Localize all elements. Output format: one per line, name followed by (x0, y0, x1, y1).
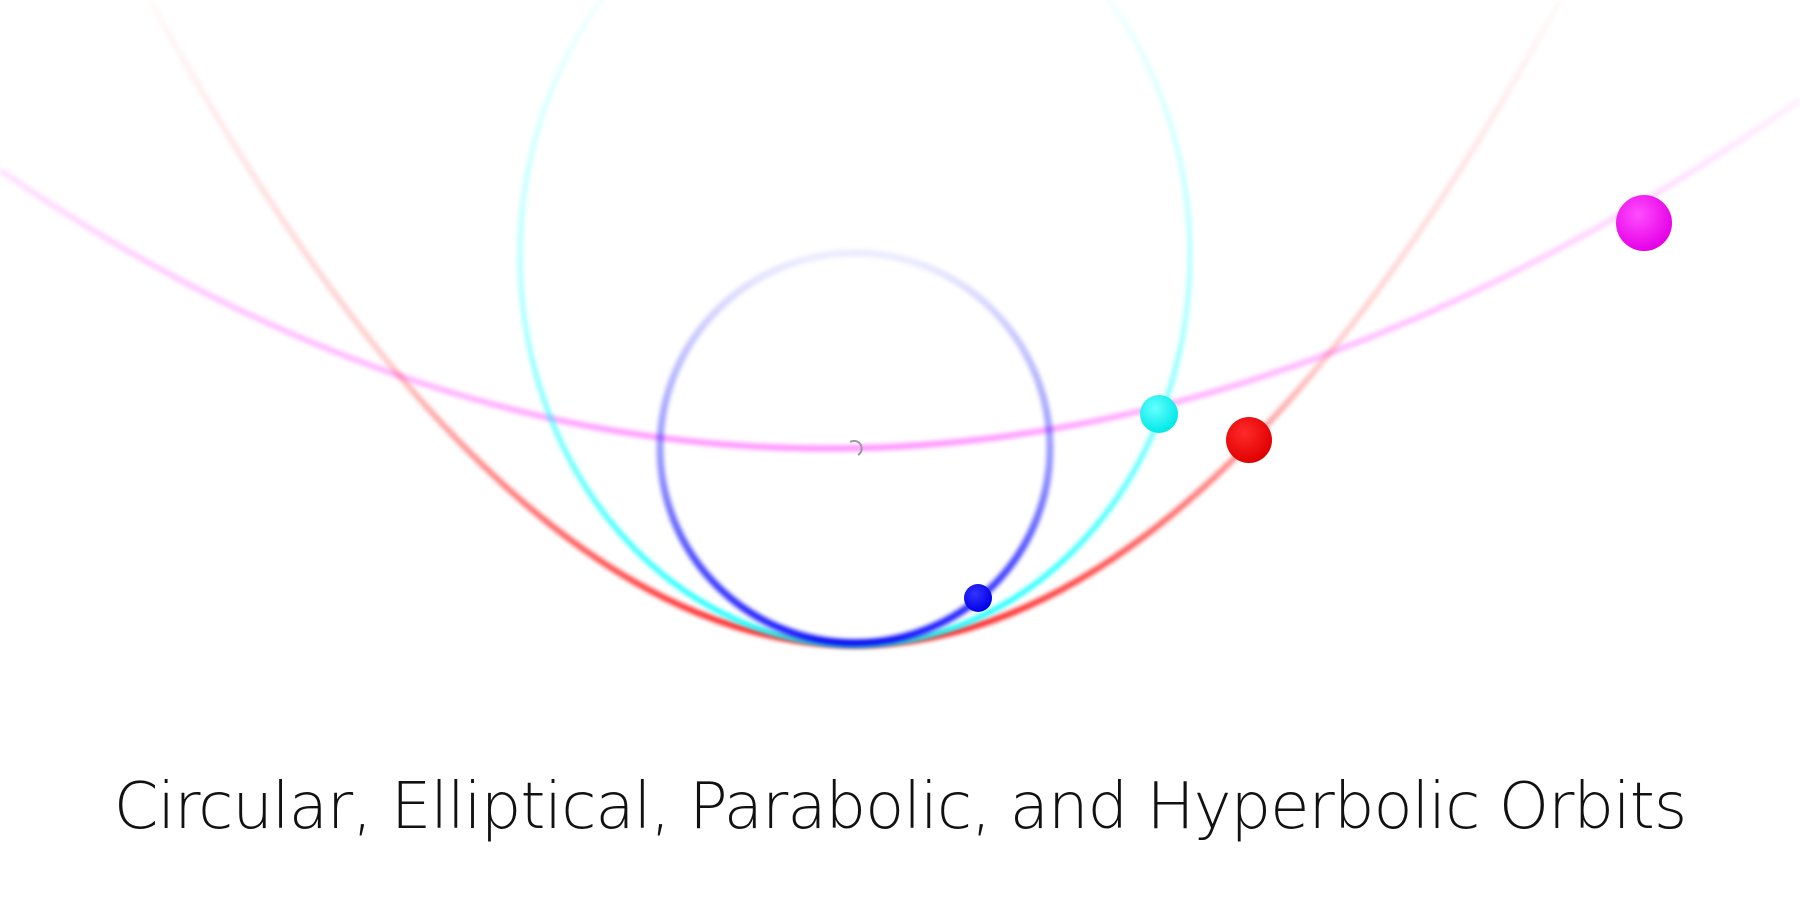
parabolic-orbit-path (147, 0, 1563, 648)
circular-orbit-path (656, 249, 1054, 647)
hyperbolic-orbit-body (1616, 195, 1672, 251)
hyperbolic-orbit-path (0, 97, 1800, 452)
diagram-caption: Circular, Elliptical, Parabolic, and Hyp… (113, 770, 1687, 844)
elliptical-orbit-path (517, 0, 1193, 648)
parabolic-orbit-body (1226, 417, 1272, 463)
elliptical-orbit-body (1140, 395, 1178, 433)
circular-orbit-body (964, 584, 992, 612)
central-body-marker (849, 439, 863, 456)
